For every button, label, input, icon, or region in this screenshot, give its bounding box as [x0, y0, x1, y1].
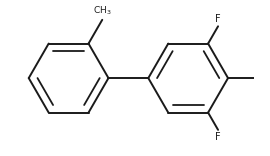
- Text: F: F: [215, 15, 221, 24]
- Text: CH$_3$: CH$_3$: [93, 4, 112, 17]
- Text: F: F: [215, 132, 221, 142]
- Text: O: O: [269, 102, 270, 112]
